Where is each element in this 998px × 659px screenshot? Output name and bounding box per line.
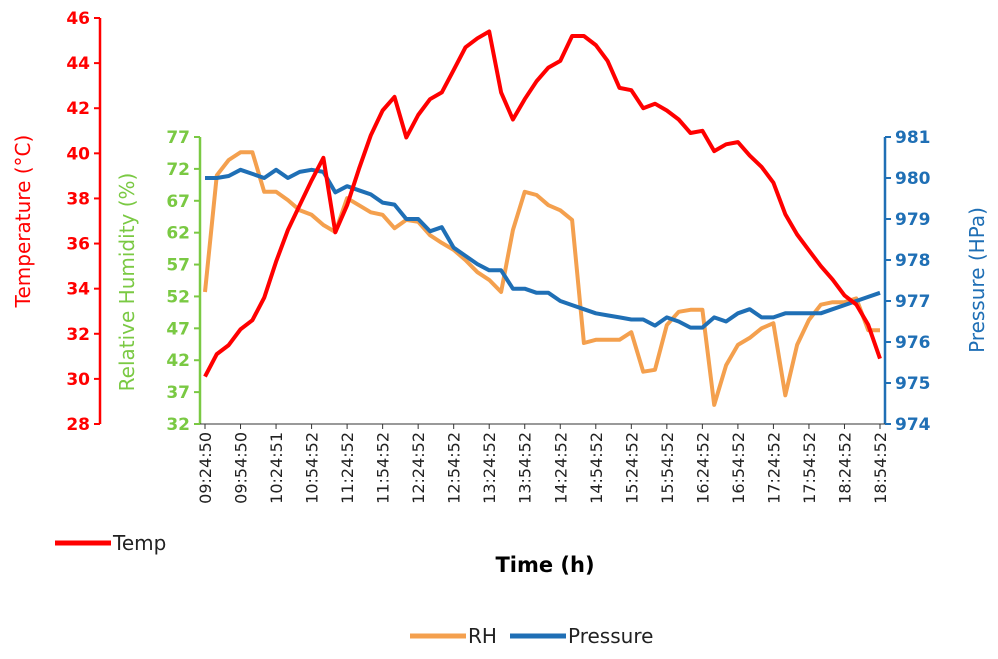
y3-tick-label: 62 (166, 224, 190, 244)
y2-tick-label: 977 (895, 292, 931, 312)
y3-tick-label: 52 (166, 287, 190, 307)
x-tick-label: 12:54:52 (445, 432, 464, 504)
y2-tick-label: 974 (895, 415, 931, 435)
y2-tick-label: 975 (895, 374, 931, 394)
y-tick-label: 44 (66, 54, 90, 74)
x-tick-label: 18:24:52 (835, 432, 854, 504)
y-tick-label: 30 (66, 370, 90, 390)
x-tick-label: 10:54:52 (303, 432, 322, 504)
y3-axis-title: Relative Humidity (%) (115, 173, 139, 392)
x-tick-label: 13:24:52 (480, 432, 499, 504)
x-tick-label: 15:24:52 (622, 432, 641, 504)
x-tick-label: 14:24:52 (551, 432, 570, 504)
y3-tick-label: 37 (166, 383, 190, 403)
y3-tick-label: 42 (166, 351, 190, 371)
x-tick-label: 11:24:52 (338, 432, 357, 504)
y3-tick-label: 67 (166, 192, 190, 212)
y-tick-label: 36 (66, 235, 90, 255)
y3-tick-label: 47 (166, 319, 190, 339)
y3-tick-label: 32 (166, 415, 190, 435)
y3-tick-label: 57 (166, 256, 190, 276)
y2-tick-label: 980 (895, 169, 931, 189)
x-axis-title: Time (h) (495, 553, 594, 577)
y-tick-label: 42 (66, 99, 90, 119)
series-line (203, 29, 882, 378)
legend-label: RH (468, 624, 497, 648)
y-tick-label: 46 (66, 9, 90, 29)
series-line (203, 150, 880, 407)
legend-label: Pressure (568, 624, 653, 648)
y-tick-label: 40 (66, 144, 90, 164)
x-tick-label: 13:54:52 (516, 432, 535, 504)
y3-tick-label: 72 (166, 160, 190, 180)
x-tick-label: 18:54:52 (871, 432, 890, 504)
y-tick-label: 38 (66, 189, 90, 209)
y-axis-title: Temperature (°C) (11, 135, 35, 309)
y-tick-label: 32 (66, 325, 90, 345)
x-tick-label: 17:54:52 (800, 432, 819, 504)
x-tick-label: 11:54:52 (374, 432, 393, 504)
y2-tick-label: 978 (895, 251, 931, 271)
x-tick-label: 09:54:50 (232, 432, 251, 504)
y-tick-label: 34 (66, 280, 90, 300)
y3-tick-label: 77 (166, 128, 190, 148)
x-tick-label: 16:54:52 (729, 432, 748, 504)
x-tick-label: 15:54:52 (658, 432, 677, 504)
x-tick-label: 17:24:52 (764, 432, 783, 504)
legend-label: Temp (112, 531, 166, 555)
x-tick-label: 16:24:52 (693, 432, 712, 504)
x-tick-label: 12:24:52 (409, 432, 428, 504)
y2-tick-label: 976 (895, 333, 931, 353)
y2-axis-title: Pressure (HPa) (965, 207, 989, 353)
x-tick-label: 14:54:52 (587, 432, 606, 504)
y2-tick-label: 979 (895, 210, 931, 230)
y2-tick-label: 981 (895, 128, 931, 148)
x-tick-label: 09:24:50 (196, 432, 215, 504)
x-tick-label: 10:24:51 (267, 432, 286, 504)
y-tick-label: 28 (66, 415, 90, 435)
